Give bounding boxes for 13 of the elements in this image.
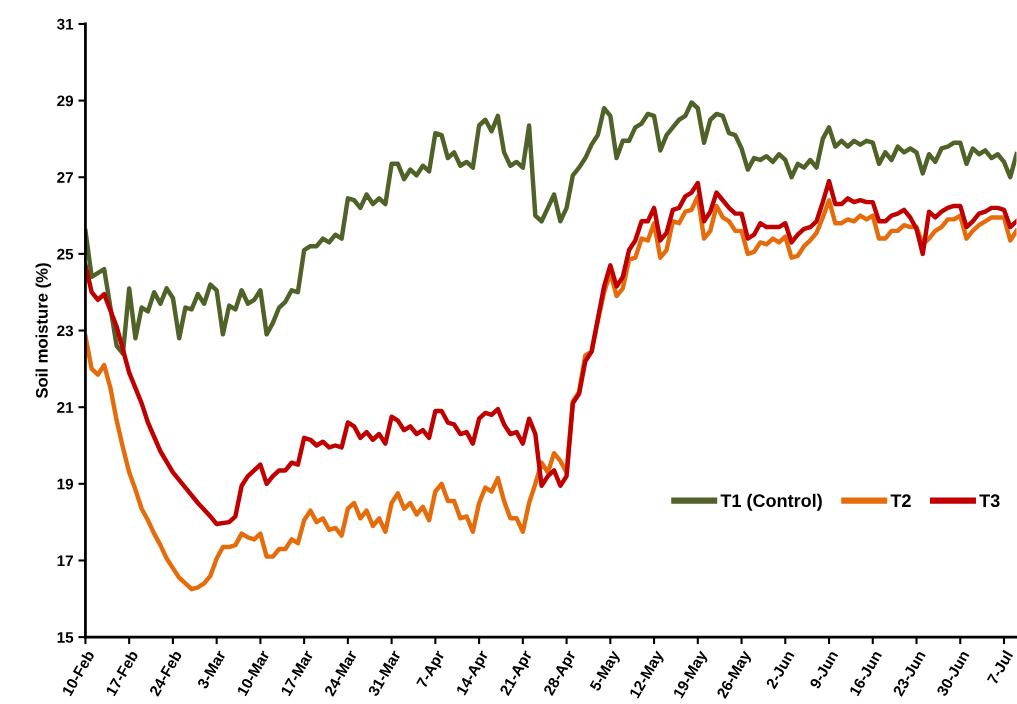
y-tick-label: 21 xyxy=(57,402,74,413)
legend-label: T1 (Control) xyxy=(720,493,822,511)
y-tick-label: 27 xyxy=(57,172,73,183)
y-tick-label: 29 xyxy=(57,95,74,107)
legend-label: T3 xyxy=(979,494,1000,508)
y-tick-label: 31 xyxy=(56,18,74,30)
y-tick-label: 17 xyxy=(57,555,73,567)
y-tick-label: 15 xyxy=(57,632,74,643)
y-tick-label: 23 xyxy=(57,325,74,337)
y-tick-label: 19 xyxy=(57,478,74,490)
y-axis-title: Soil moisture (%) xyxy=(35,263,52,399)
y-tick-label: 25 xyxy=(57,248,74,260)
legend-label: T2 xyxy=(890,494,911,507)
